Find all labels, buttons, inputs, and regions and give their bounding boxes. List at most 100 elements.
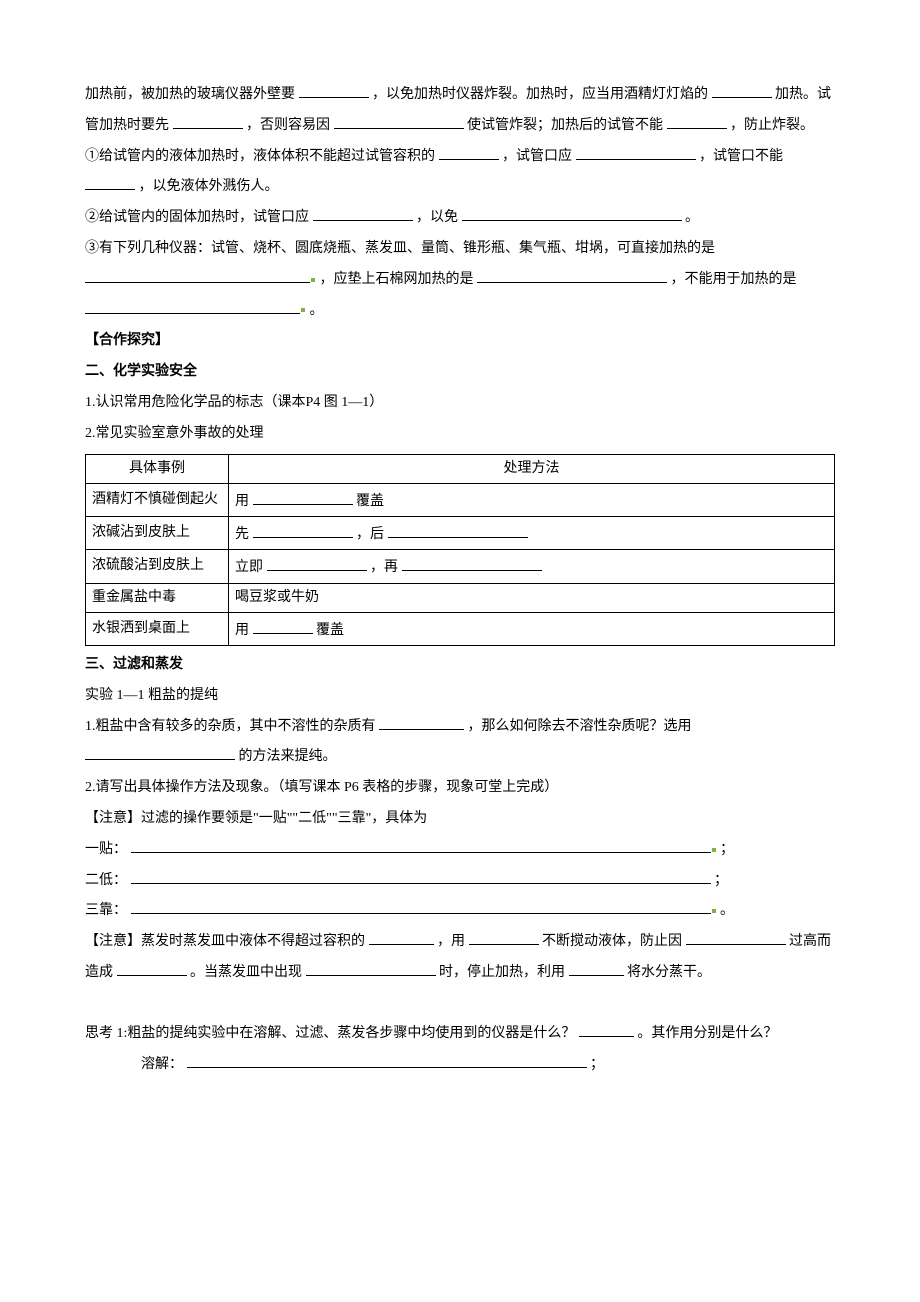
table-header: 具体事例 — [86, 454, 229, 483]
heading-cooperate: 【合作探究】 — [85, 326, 835, 357]
text: ，试管口不能 — [699, 149, 783, 164]
blank — [334, 111, 464, 129]
text: ，后 — [356, 527, 384, 542]
section2-title: 二、化学实验安全 — [85, 357, 835, 388]
blank — [85, 173, 135, 191]
text: 溶解： — [141, 1057, 183, 1072]
text: 不断搅动液体，防止因 — [542, 934, 682, 949]
text: ，防止炸裂。 — [730, 118, 814, 133]
table-cell: 用 覆盖 — [229, 483, 835, 516]
blank — [686, 927, 786, 945]
page-container: 加热前，被加热的玻璃仪器外壁要 ，以免加热时仪器炸裂。加热时，应当用酒精灯灯焰的… — [0, 0, 920, 1160]
blank — [369, 927, 434, 945]
blank — [313, 203, 413, 221]
blank — [402, 553, 542, 571]
dot-icon — [712, 848, 716, 852]
table-cell: 喝豆浆或牛奶 — [229, 583, 835, 612]
text: 的方法来提纯。 — [239, 749, 337, 764]
think1: 思考 1:粗盐的提纯实验中在溶解、过滤、蒸发各步骤中均使用到的仪器是什么？ 。其… — [85, 1019, 835, 1050]
text: ①给试管内的液体加热时，液体体积不能超过试管容积的 — [85, 149, 435, 164]
blank — [712, 80, 772, 98]
table-cell: 用 覆盖 — [229, 612, 835, 645]
text: ，不能用于加热的是 — [671, 272, 797, 287]
paragraph-apparatus: ③有下列几种仪器：试管、烧杯、圆底烧瓶、蒸发皿、量筒、锥形瓶、集气瓶、坩埚，可直… — [85, 234, 835, 326]
blank — [85, 265, 310, 283]
paragraph-liquid-heat: ①给试管内的液体加热时，液体体积不能超过试管容积的 ，试管口应 ，试管口不能 ，… — [85, 142, 835, 204]
text: 用 — [235, 623, 249, 638]
table-header: 处理方法 — [229, 454, 835, 483]
text: ，否则容易因 — [246, 118, 330, 133]
table-row: 水银洒到桌面上 用 覆盖 — [86, 612, 835, 645]
text: 三靠： — [85, 903, 127, 918]
experiment-label: 实验 1—1 粗盐的提纯 — [85, 681, 835, 712]
text: ，试管口应 — [502, 149, 572, 164]
text: 。当蒸发皿中出现 — [190, 965, 302, 980]
text: 二低： — [85, 873, 127, 888]
blank — [267, 553, 367, 571]
blank — [253, 616, 313, 634]
table-row: 酒精灯不慎碰倒起火 用 覆盖 — [86, 483, 835, 516]
paragraph-solid-heat: ②给试管内的固体加热时，试管口应 ，以免 。 — [85, 203, 835, 234]
text: ，以免 — [416, 210, 458, 225]
blank — [379, 712, 464, 730]
filter-note: 【注意】过滤的操作要领是"一贴""二低""三靠"，具体为 — [85, 804, 835, 835]
blank — [439, 142, 499, 160]
text: 。 — [310, 303, 324, 318]
dot-icon — [301, 308, 305, 312]
evap-note: 【注意】蒸发时蒸发皿中液体不得超过容积的 ，用 不断搅动液体，防止因 过高而造成… — [85, 927, 835, 989]
think1-dissolve: 溶解： ； — [85, 1050, 835, 1081]
table-row: 浓硫酸沾到皮肤上 立即 ，再 — [86, 550, 835, 583]
table-row: 浓碱沾到皮肤上 先 ，后 — [86, 517, 835, 550]
text: 一贴： — [85, 842, 127, 857]
text: 覆盖 — [356, 494, 384, 509]
spacer — [85, 989, 835, 1019]
blank — [569, 958, 624, 976]
text: ②给试管内的固体加热时，试管口应 — [85, 210, 309, 225]
text: 加热前，被加热的玻璃仪器外壁要 — [85, 87, 295, 102]
text: 使试管炸裂；加热后的试管不能 — [467, 118, 663, 133]
table-cell: 先 ，后 — [229, 517, 835, 550]
text: 时，停止加热，利用 — [439, 965, 565, 980]
text: 覆盖 — [316, 623, 344, 638]
accident-table: 具体事例 处理方法 酒精灯不慎碰倒起火 用 覆盖 浓碱沾到皮肤上 先 ，后 浓硫… — [85, 454, 835, 647]
text: ，那么如何除去不溶性杂质呢？选用 — [468, 719, 692, 734]
blank — [85, 743, 235, 761]
table-cell: 浓硫酸沾到皮肤上 — [86, 550, 229, 583]
text: 用 — [235, 494, 249, 509]
text: ，再 — [370, 560, 398, 575]
text: ③有下列几种仪器：试管、烧杯、圆底烧瓶、蒸发皿、量筒、锥形瓶、集气瓶、坩埚，可直… — [85, 241, 715, 256]
text: ； — [720, 842, 734, 857]
text: 1.粗盐中含有较多的杂质，其中不溶性的杂质有 — [85, 719, 376, 734]
dot-icon — [311, 278, 315, 282]
section3-item1: 1.粗盐中含有较多的杂质，其中不溶性的杂质有 ，那么如何除去不溶性杂质呢？选用 … — [85, 712, 835, 774]
section2-item1: 1.认识常用危险化学品的标志（课本P4 图 1—1） — [85, 388, 835, 419]
blank — [667, 111, 727, 129]
blank — [187, 1050, 587, 1068]
text: ； — [590, 1057, 604, 1072]
text: 先 — [235, 527, 249, 542]
blank — [469, 927, 539, 945]
text: 。 — [720, 903, 734, 918]
blank — [477, 265, 667, 283]
blank — [462, 203, 682, 221]
table-row: 重金属盐中毒 喝豆浆或牛奶 — [86, 583, 835, 612]
text: ，以免液体外溅伤人。 — [139, 179, 279, 194]
text: 【注意】蒸发时蒸发皿中液体不得超过容积的 — [85, 934, 365, 949]
section2-item2: 2.常见实验室意外事故的处理 — [85, 419, 835, 450]
text: ，用 — [437, 934, 465, 949]
table-header-row: 具体事例 处理方法 — [86, 454, 835, 483]
section3-title: 三、过滤和蒸发 — [85, 650, 835, 681]
blank — [576, 142, 696, 160]
blank — [253, 520, 353, 538]
table-cell: 浓碱沾到皮肤上 — [86, 517, 229, 550]
text: ，应垫上石棉网加热的是 — [320, 272, 474, 287]
table-cell: 重金属盐中毒 — [86, 583, 229, 612]
blank — [131, 866, 711, 884]
dot-icon — [712, 909, 716, 913]
text: 。 — [685, 210, 699, 225]
blank — [579, 1019, 634, 1037]
filter-tie3: 三靠： 。 — [85, 896, 835, 927]
blank — [388, 520, 528, 538]
filter-tie1: 一贴： ； — [85, 835, 835, 866]
table-cell: 水银洒到桌面上 — [86, 612, 229, 645]
